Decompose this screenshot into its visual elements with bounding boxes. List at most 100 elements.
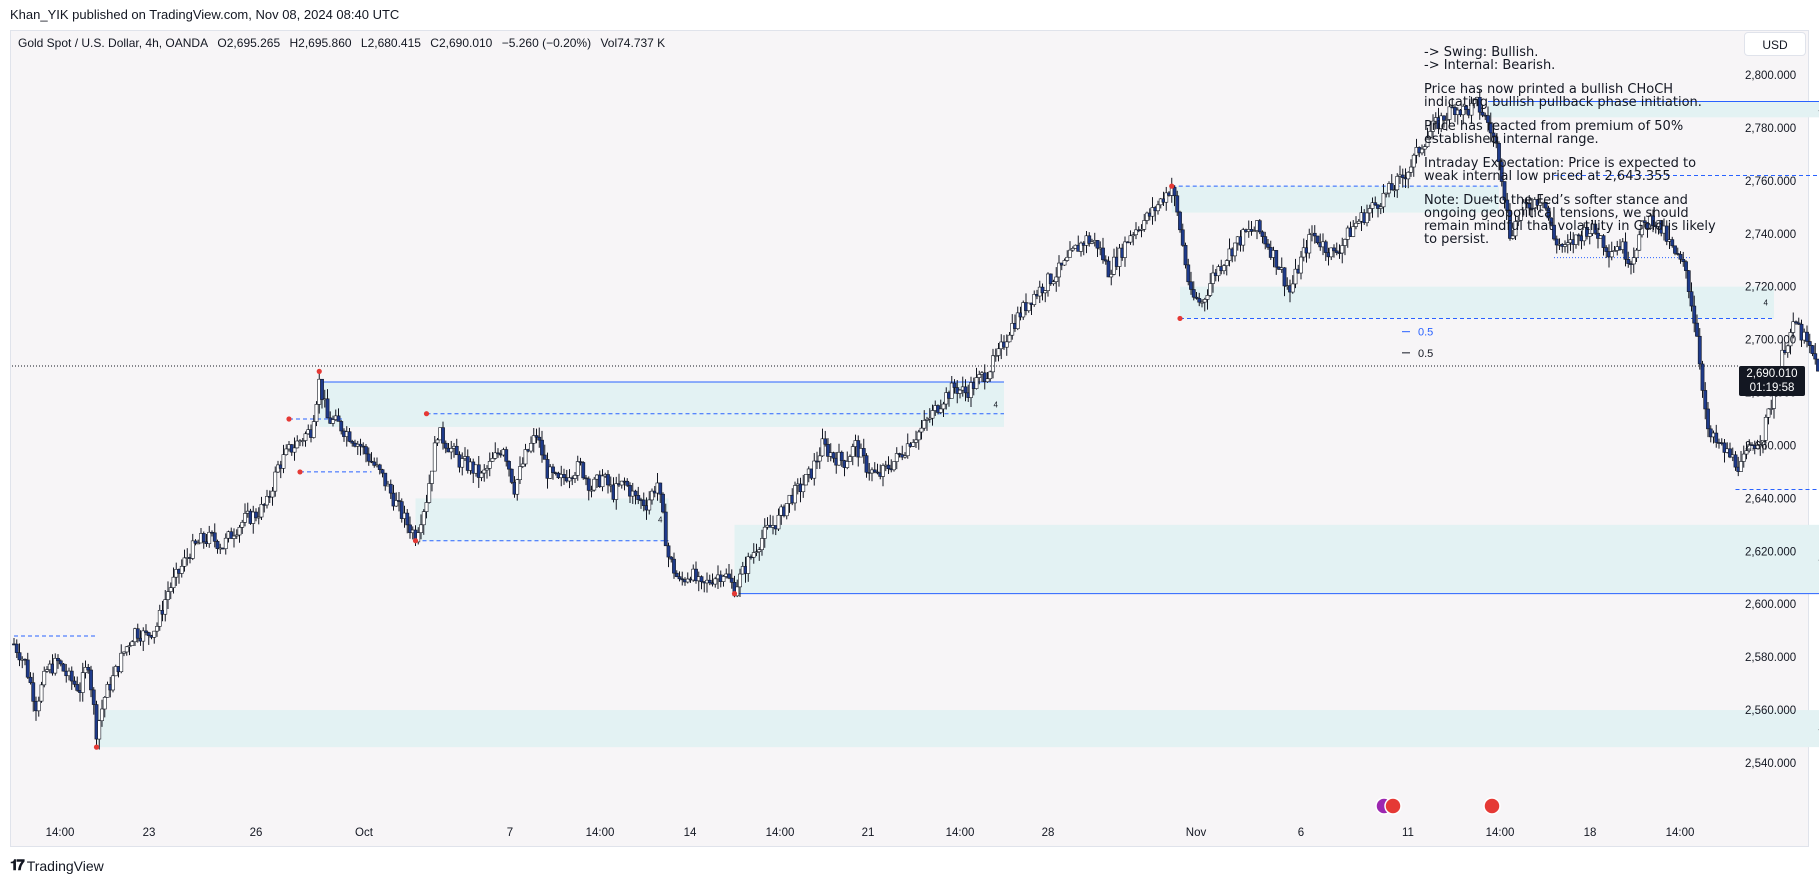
candle-body — [531, 435, 536, 444]
candle-body — [1411, 154, 1416, 168]
last-price-value: 2,690.010 — [1746, 368, 1798, 380]
candle-body — [1626, 259, 1631, 264]
candle-body — [1527, 203, 1532, 209]
candle-body — [1257, 220, 1262, 233]
candle-body — [823, 438, 828, 445]
tradingview-logo-icon: 𝟏𝟕 — [10, 857, 25, 874]
candle-body — [377, 464, 382, 470]
candle-body — [721, 576, 726, 582]
candle-body — [1788, 332, 1793, 347]
currency-button[interactable]: USD — [1744, 32, 1806, 56]
candle-body — [476, 464, 481, 478]
candle-body — [1552, 224, 1556, 240]
candle-body — [179, 566, 184, 574]
candle-body — [922, 420, 927, 429]
zone-label-6: 4 — [658, 516, 663, 525]
y-tick-label: 2,560.000 — [1745, 705, 1796, 717]
candle-body — [155, 626, 159, 632]
x-tick-label: 7 — [507, 827, 513, 839]
candle-body — [1486, 115, 1490, 123]
candle-body — [347, 431, 352, 442]
candle-body — [397, 500, 401, 502]
candle-body — [751, 552, 756, 558]
low-value: L2,680.415 — [360, 36, 421, 50]
candle-body — [119, 652, 124, 673]
swing-point-1 — [286, 416, 292, 422]
candle-body — [399, 501, 404, 519]
candle-body — [1651, 215, 1655, 227]
candle-body — [804, 474, 808, 486]
candle-body — [39, 684, 44, 702]
candle-body — [738, 573, 742, 588]
candle-body — [820, 438, 825, 457]
x-tick-label: 14 — [684, 827, 697, 839]
candle-body — [760, 538, 764, 550]
candle-body — [424, 502, 429, 512]
candle-body — [1109, 274, 1114, 278]
candle-body — [1744, 450, 1749, 455]
candle-body — [28, 676, 33, 683]
candle-body — [487, 461, 492, 469]
candle-body — [949, 382, 954, 399]
candle-body — [1604, 247, 1609, 252]
candle-body — [1543, 201, 1548, 209]
candle-body — [171, 576, 176, 589]
x-tick-label: 21 — [862, 827, 875, 839]
zone-6 — [415, 498, 669, 541]
x-tick-label: 6 — [1298, 827, 1304, 839]
candle-body — [826, 443, 830, 457]
candle-body — [1469, 103, 1474, 116]
candle-body — [672, 558, 676, 574]
candle-body — [996, 348, 1001, 356]
candle-body — [141, 630, 146, 642]
event-flag-icon — [1483, 797, 1501, 815]
candle-body — [454, 445, 459, 456]
candle-body — [1070, 248, 1075, 251]
candle-body — [614, 483, 619, 500]
candle-body — [394, 500, 399, 507]
candle-body — [201, 533, 206, 543]
footer-logo[interactable]: 𝟏𝟕 TradingView — [10, 857, 104, 874]
close-value: C2,690.010 — [430, 36, 493, 50]
candle-body — [699, 576, 704, 583]
candle-body — [1139, 228, 1144, 231]
candle-body — [1312, 232, 1317, 237]
candle-body — [1175, 195, 1180, 213]
symbol-name[interactable]: Gold Spot / U.S. Dollar, 4h, OANDA — [18, 36, 209, 50]
candle-body — [168, 587, 173, 592]
candle-body — [1189, 281, 1193, 290]
candle-body — [1706, 408, 1710, 430]
candle-body — [1442, 115, 1446, 121]
note-fed: Note: Due to the Fed’s softer stance and… — [1424, 193, 1716, 247]
candle-body — [1010, 323, 1015, 336]
countdown-value: 01:19:58 — [1749, 382, 1795, 394]
analysis-notes: -> Swing: Bullish. -> Internal: Bearish.… — [1424, 46, 1724, 257]
candle-body — [1282, 267, 1287, 287]
candle-body — [157, 610, 162, 627]
candle-body — [1406, 171, 1411, 180]
candle-body — [1208, 283, 1213, 296]
candle-body — [1128, 235, 1133, 243]
candle-body — [1439, 115, 1444, 129]
candle-body — [89, 669, 93, 691]
swing-point-3 — [316, 368, 322, 374]
zone-label-3: 4 — [1489, 195, 1494, 204]
candle-body — [1807, 341, 1812, 346]
candle-body — [1816, 358, 1819, 372]
candle-body — [1131, 234, 1136, 237]
candle-body — [1266, 243, 1270, 248]
candle-body — [1461, 105, 1466, 116]
candle-body — [1106, 260, 1111, 278]
y-tick-label: 2,700.000 — [1745, 335, 1796, 347]
candle-body — [146, 632, 151, 636]
candle-body — [584, 477, 588, 480]
x-tick-label: Nov — [1186, 827, 1207, 839]
note-swing: -> Swing: Bullish. — [1424, 45, 1539, 60]
candle-body — [872, 469, 877, 473]
y-tick-label: 2,640.000 — [1745, 493, 1796, 505]
x-tick-label: 26 — [250, 827, 263, 839]
candle-body — [364, 446, 368, 455]
candle-body — [1670, 239, 1675, 247]
candle-body — [985, 378, 990, 382]
